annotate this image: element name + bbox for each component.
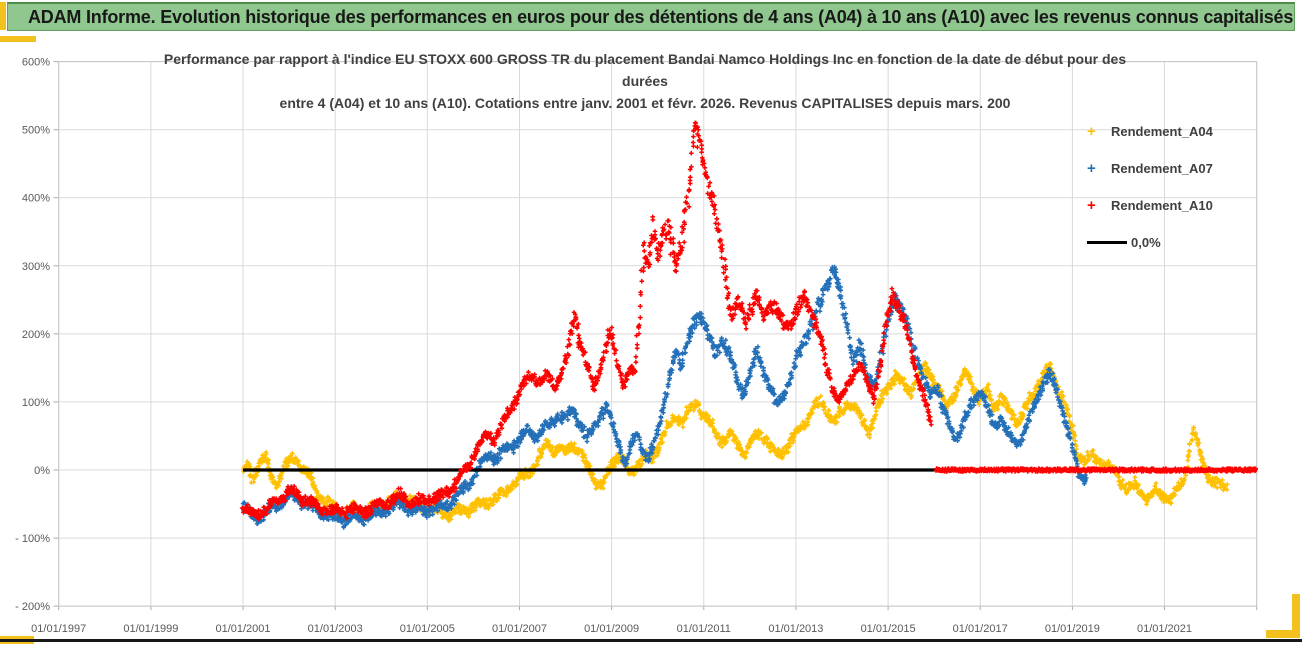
legend-line-swatch-icon: [1087, 241, 1127, 244]
series-Rendement_A07[interactable]: [240, 264, 1089, 530]
series-Rendement_A10[interactable]: [239, 120, 934, 522]
x-tick-label: 01/01/2007: [492, 623, 547, 635]
legend-plus-marker-icon: +: [1087, 197, 1096, 214]
y-axis-labels: 600% 500% 400% 300% 200% 100% 0% - 100% - 200%: [15, 57, 50, 613]
header-bar: ADAM Informe. Evolution historique des p…: [7, 2, 1295, 31]
series-Rendement_A04[interactable]: [241, 360, 1230, 524]
x-tick-label: 01/01/2003: [308, 623, 363, 635]
chart-title-line-2: durées: [622, 73, 668, 89]
selection-handle-right: [1292, 594, 1300, 638]
series-a10-zero-markers: [933, 466, 1258, 474]
legend-plus-marker-icon: +: [1087, 160, 1096, 177]
x-tick-label: 01/01/2001: [215, 623, 270, 635]
gridlines: [53, 61, 1258, 611]
x-tick-label: 01/01/2013: [768, 623, 823, 635]
plot-border: [58, 61, 1258, 607]
chart-title-line-1: Performance par rapport à l'indice EU ST…: [163, 51, 1127, 67]
x-tick-label: 01/01/2017: [953, 623, 1008, 635]
x-tick-label: 01/01/2021: [1137, 623, 1192, 635]
chart-legend[interactable]: + Rendement_A04 + Rendement_A07 + Rendement_A…: [1087, 113, 1263, 261]
y-tick-label: 400%: [22, 193, 50, 205]
header-title: ADAM Informe. Evolution historique des p…: [28, 6, 1294, 27]
chart-title: Performance par rapport à l'indice EU ST…: [57, 48, 1233, 114]
legend-item-0-0-[interactable]: 0,0%: [1087, 224, 1263, 261]
y-tick-label: 200%: [22, 329, 50, 341]
selection-handle-left: [0, 36, 36, 42]
selection-handle-top-left: [0, 2, 6, 30]
x-axis-labels: 01/01/1997 01/01/1999 01/01/2001 01/01/2003…: [31, 623, 1192, 635]
legend-plus-marker-icon: +: [1087, 123, 1096, 140]
chart-title-line-3: entre 4 (A04) et 10 ans (A10). Cotations…: [279, 95, 1011, 111]
x-tick-label: 01/01/1999: [123, 623, 178, 635]
y-tick-label: 0%: [34, 465, 50, 477]
legend-label: Rendement_A07: [1111, 161, 1213, 176]
legend-item-rendement-a04[interactable]: + Rendement_A04: [1087, 113, 1263, 150]
y-tick-label: 500%: [22, 125, 50, 137]
x-tick-label: 01/01/1997: [31, 623, 86, 635]
legend-item-rendement-a07[interactable]: + Rendement_A07: [1087, 150, 1263, 187]
x-tick-label: 01/01/2015: [861, 623, 916, 635]
window-bottom-border: [0, 639, 1302, 642]
x-tick-label: 01/01/2011: [677, 623, 731, 635]
y-tick-label: 300%: [22, 261, 50, 273]
legend-label: Rendement_A04: [1111, 124, 1213, 139]
selection-handle-bottom-right: [1266, 630, 1300, 638]
legend-item-rendement-a10[interactable]: + Rendement_A10: [1087, 187, 1263, 224]
x-tick-label: 01/01/2019: [1045, 623, 1100, 635]
y-tick-label: - 100%: [15, 533, 50, 545]
x-tick-label: 01/01/2005: [400, 623, 455, 635]
y-tick-label: - 200%: [15, 601, 50, 613]
legend-label: 0,0%: [1131, 235, 1161, 250]
y-tick-label: 600%: [22, 57, 50, 69]
legend-label: Rendement_A10: [1111, 198, 1213, 213]
y-tick-label: 100%: [22, 397, 50, 409]
x-tick-label: 01/01/2009: [584, 623, 639, 635]
